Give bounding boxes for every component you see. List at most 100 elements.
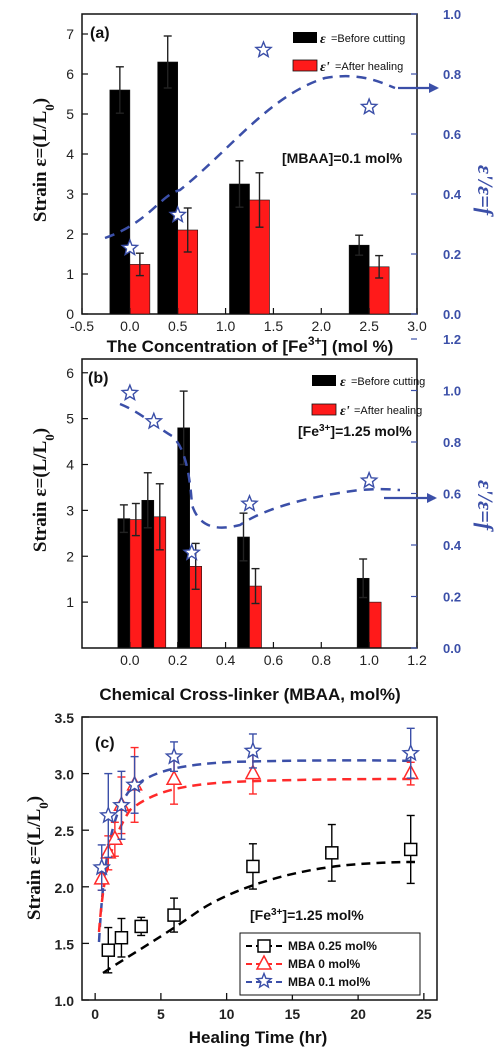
- star-marker: [401, 743, 421, 762]
- ratio-star-marker: [254, 40, 273, 59]
- star-marker: [92, 857, 112, 876]
- panel-a-ticks: -0.5 0.0 0.5 1.0 1.5 2.0 2.5 3.0 0 1 2 3 4 5 6 7 0.0 0.2 0…: [66, 7, 462, 334]
- legend-star-shape: [255, 971, 273, 989]
- panel-b-plot-frame: [81, 358, 418, 649]
- panel-b-x-axis-title: Chemical Cross-linker (MBAA, mol%): [99, 685, 400, 704]
- legend-swatch-before-cutting: [312, 375, 336, 386]
- bar-after-healing: [368, 601, 382, 649]
- y-tick-label: 1.5: [55, 936, 75, 952]
- panel-c-annotation: [Fe3+]=1.25 mol%: [250, 907, 364, 924]
- y2-tick-label: 1.0: [443, 384, 461, 399]
- star-marker: [243, 741, 263, 759]
- x-tick-label: 3.0: [407, 318, 427, 334]
- panel-b-ratio-markers: [120, 383, 379, 561]
- panel-c-frame: [81, 716, 438, 1001]
- x-tick-label: 0.2: [168, 652, 188, 668]
- x-tick-label: 5: [157, 1006, 165, 1022]
- y-tick-label: 1: [66, 594, 74, 610]
- panel-c-fit-line-mba-0: [97, 777, 416, 933]
- y-tick-label: 2.0: [55, 880, 75, 896]
- y-tick-label: 2: [66, 548, 74, 564]
- x-tick-label: 15: [285, 1006, 301, 1022]
- y-tick-label: 4: [66, 146, 74, 162]
- star-marker: [164, 746, 184, 765]
- panel-a-bars: [109, 35, 390, 315]
- panel-a-ratio-markers: [120, 40, 379, 257]
- bar-before-cutting: [157, 61, 179, 315]
- ratio-star-marker: [240, 493, 259, 512]
- square-marker: [134, 919, 148, 934]
- x-tick-label: 1.2: [407, 652, 427, 668]
- legend-swatch-after-healing: [311, 403, 337, 416]
- x-tick-label: 0.5: [168, 318, 188, 334]
- y2-tick-label: 0.8: [443, 67, 461, 82]
- y2-tick-label: 0.6: [443, 127, 461, 142]
- panel-b-right-axis-title: ε'/ε=f: [473, 480, 498, 533]
- legend-marker-star: [255, 971, 273, 989]
- legend-label-after-healing: =After healing: [354, 405, 422, 417]
- panel-a-legend: ε =Before cutting ε' =After healing: [292, 32, 405, 75]
- legend-marker-triangle: [255, 954, 273, 970]
- star-marker: [111, 795, 131, 814]
- y2-tick-label: 0.8: [443, 435, 461, 450]
- square-marker: [101, 943, 116, 957]
- ratio-star-marker: [120, 238, 140, 257]
- ratio-star-marker: [359, 470, 379, 489]
- panel-a-right-axis-title: ε'/ε=f: [473, 165, 498, 218]
- y2-tick-label: 0.2: [443, 247, 461, 262]
- y-tick-label: 7: [66, 26, 74, 42]
- y-tick-label: 3.5: [55, 710, 75, 726]
- panel-a-y-axis-title: Strain ε=(L/L0): [30, 98, 57, 222]
- x-tick-label: 1.0: [216, 318, 236, 334]
- triangle-marker: [106, 829, 124, 846]
- legend-label-mba-0.25: MBA 0.25 mol%: [288, 939, 377, 953]
- y2-tick-label: 1.0: [443, 7, 461, 22]
- ratio-star-marker: [144, 411, 164, 430]
- panel-c: 0 5 10 15 20 25 1.0 1.5 2.0 2.5 3.0 3.5 (c) [Fe3+]=…: [24, 710, 438, 1047]
- square-marker: [167, 908, 181, 922]
- legend-label-after-healing: =After healing: [335, 61, 403, 73]
- triangle-marker: [244, 764, 262, 780]
- x-tick-label: 0.4: [216, 652, 236, 668]
- x-tick-label: 2.5: [359, 318, 379, 334]
- legend-swatch-before-cutting: [293, 32, 317, 43]
- legend-label-before-cutting: =Before cutting: [331, 33, 405, 45]
- panel-b-ticks: 0.0 0.2 0.4 0.6 0.8 1.0 1.2 1 2 3 4 5 6 0.0 0.2 0.4 0.6 0…: [66, 332, 462, 668]
- y-tick-label: 2.5: [55, 823, 75, 839]
- y-tick-label: 3: [66, 186, 74, 202]
- panel-c-data-points: [92, 727, 421, 974]
- bar-after-healing: [129, 519, 143, 649]
- square-marker: [114, 930, 129, 945]
- star-marker: [125, 774, 145, 793]
- y-tick-label: 2: [66, 226, 74, 242]
- legend-symbol-before-cutting: ε: [340, 375, 346, 390]
- panel-a-label: (a): [90, 25, 110, 42]
- y-tick-label: 5: [66, 106, 74, 122]
- triangle-marker: [165, 769, 183, 786]
- y-tick-label: 4: [66, 457, 74, 473]
- x-tick-label: -0.5: [70, 318, 94, 334]
- y-tick-label: 6: [66, 66, 74, 82]
- y-tick-label: 0: [66, 306, 74, 322]
- x-tick-label: 2.0: [312, 318, 332, 334]
- y2-tick-label: 0.2: [443, 590, 461, 605]
- ratio-star-marker: [120, 383, 140, 402]
- y-tick-label: 3.0: [55, 767, 75, 783]
- panel-a-annotation: [MBAA]=0.1 mol%: [282, 150, 403, 166]
- panel-a: -0.5 0.0 0.5 1.0 1.5 2.0 2.5 3.0 0 1 2 3 4 5 6 7 0.0 0.2 0…: [30, 7, 498, 356]
- y2-tick-label: 1.2: [443, 332, 461, 347]
- x-tick-label: 25: [416, 1006, 432, 1022]
- y-tick-label: 1: [66, 266, 74, 282]
- panel-c-x-axis-title: Healing Time (hr): [189, 1028, 328, 1047]
- panel-c-ticks: 0 5 10 15 20 25 1.0 1.5 2.0 2.5 3.0 3.5: [55, 710, 432, 1022]
- square-marker: [325, 846, 339, 860]
- panel-c-y-axis-title: Strain ε=(L/L0): [24, 796, 51, 920]
- legend-symbol-before-cutting: ε: [320, 32, 326, 47]
- bar-before-cutting: [117, 518, 131, 649]
- legend-label-mba-0.1: MBA 0.1 mol%: [288, 975, 371, 989]
- panel-b-label: (b): [88, 370, 108, 387]
- legend-label-mba-0: MBA 0 mol%: [288, 957, 361, 971]
- panel-a-x-axis-title: The Concentration of [Fe3+] (mol %): [107, 334, 394, 356]
- ratio-star-marker: [168, 205, 188, 224]
